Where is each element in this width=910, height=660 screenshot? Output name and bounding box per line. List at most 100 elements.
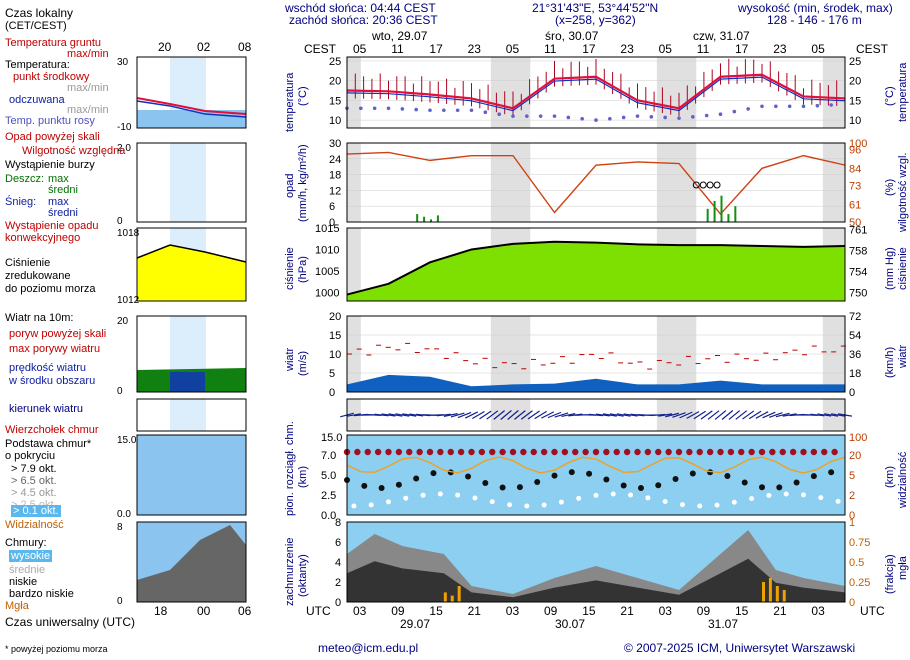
cloud-base-dot — [628, 492, 634, 498]
y-tick-label: 1010 — [315, 244, 339, 256]
cloud-low-area — [347, 558, 845, 602]
night-band — [347, 228, 361, 301]
cloud-base-dot — [351, 503, 357, 509]
mini-tick: 00 — [197, 604, 211, 618]
y-tick-label: 0 — [329, 217, 335, 229]
time-local-label: Czas lokalny — [5, 6, 74, 20]
wind-arrow — [609, 413, 624, 417]
wind-arrow — [742, 410, 755, 420]
cloud-base-dot — [489, 499, 495, 505]
cloud-base-dot — [741, 479, 748, 486]
wind-arrow — [457, 411, 472, 419]
cloud-top-dot — [582, 448, 589, 456]
cloud-base-dot — [714, 502, 720, 508]
y-tick-label: 754 — [849, 266, 867, 278]
mini-night — [170, 399, 206, 431]
cloud-base-dot — [386, 499, 391, 505]
cloud-base-dot — [472, 495, 478, 501]
dew-point — [815, 103, 820, 108]
dew-point — [455, 108, 460, 113]
y-tick-label: 758 — [849, 245, 867, 257]
cloud-top-label: Wierzchołek chmur — [5, 424, 99, 436]
wind-arrow — [479, 410, 492, 420]
wind-arrow — [500, 410, 512, 420]
cloud-top-dot — [530, 448, 537, 456]
mini-tick: 08 — [238, 40, 252, 54]
wind-arrow — [810, 413, 825, 417]
day-label: 31.07 — [708, 617, 739, 631]
cloud-top-dot — [354, 448, 361, 456]
dew-point — [538, 114, 543, 118]
wind-arrow — [534, 410, 547, 420]
footer-email[interactable]: meteo@icm.edu.pl — [318, 641, 419, 655]
wind-at-label: Wiatr na 10m: — [5, 312, 74, 324]
y-tick-label: 72 — [849, 311, 861, 323]
cloud-top-dot — [623, 448, 631, 456]
okt-label: > 6.5 okt. — [11, 475, 57, 487]
wind-arrow — [514, 410, 526, 420]
y-tick-label: 20 — [329, 311, 341, 323]
cloud-base-dot — [524, 503, 530, 509]
coords-text: 21°31'43"E, 53°44'52"N — [532, 1, 659, 15]
y-tick-label: 10 — [329, 115, 341, 127]
y-tick-label: 0 — [849, 387, 855, 399]
mini-tick-label: -10 — [117, 122, 132, 133]
y-tick-label: 6 — [329, 201, 335, 213]
mini-tick: 20 — [158, 40, 172, 54]
cloud-base-dot — [610, 491, 616, 497]
dew-point — [760, 104, 764, 109]
dew-point — [829, 103, 833, 107]
fog-bar — [782, 590, 786, 602]
snow-max-label: max — [48, 196, 69, 208]
cloud-base-dot — [724, 473, 731, 480]
mini-tick-label: 2.0 — [117, 143, 131, 154]
cloud-base-dot — [810, 473, 817, 480]
cloud-base-dot — [759, 484, 765, 491]
utc-tick: 03 — [811, 604, 825, 618]
snow-label: Śnieg: — [5, 196, 37, 208]
dew-point — [704, 113, 709, 118]
cest-tick: 05 — [353, 42, 367, 56]
cloud-high-label: wysokie — [9, 550, 53, 562]
utc-label: UTC — [306, 604, 331, 618]
cloud-base-dot — [586, 470, 593, 477]
okt-label: > 7.9 okt. — [11, 463, 57, 475]
day-label: 30.07 — [555, 617, 586, 631]
wind-arrow — [588, 413, 604, 417]
cloud-base-dot — [620, 482, 627, 489]
cloud-top-dot — [696, 448, 703, 456]
wind-speed-label: prędkość wiatru — [9, 362, 87, 374]
cloud-top-dot — [374, 448, 382, 456]
storm-marker — [713, 181, 721, 189]
temp-line — [346, 73, 846, 110]
y-tick-label: 30 — [329, 138, 341, 150]
fog-label: Mgła — [5, 600, 29, 612]
pressure-label3: do poziomu morza — [5, 283, 96, 295]
mini-frame — [136, 315, 247, 393]
cloud-base-dot — [395, 481, 402, 488]
cloud-top-dot — [520, 448, 527, 456]
fog-bar — [443, 592, 447, 602]
dew-point — [677, 116, 681, 120]
cloud-base-dot — [776, 484, 783, 491]
y-tick-label: 5.0 — [321, 470, 336, 482]
cloud-base-dot — [637, 484, 644, 491]
cloud-base-dot — [697, 503, 703, 509]
cloud-top-dot — [717, 448, 724, 456]
cloud-top-dot — [738, 448, 745, 456]
y-tick-label: 2 — [849, 490, 855, 502]
y-tick-label: 15.0 — [321, 432, 342, 444]
wind-arrow — [762, 411, 776, 419]
dew-point — [594, 118, 598, 122]
y-tick-label: 0.25 — [849, 577, 870, 589]
mini-tick-label: 30 — [117, 57, 129, 68]
wind-arrow — [728, 410, 741, 420]
wind-arrow — [651, 413, 666, 417]
y-tick-label: 18 — [849, 368, 861, 380]
fog-bar — [450, 595, 454, 602]
visibility-line — [346, 456, 846, 474]
cloud-top-dot — [551, 448, 558, 456]
mini-tick-label: 1012 — [117, 295, 140, 306]
rain-bar — [416, 214, 419, 222]
mini-frame — [136, 142, 247, 223]
